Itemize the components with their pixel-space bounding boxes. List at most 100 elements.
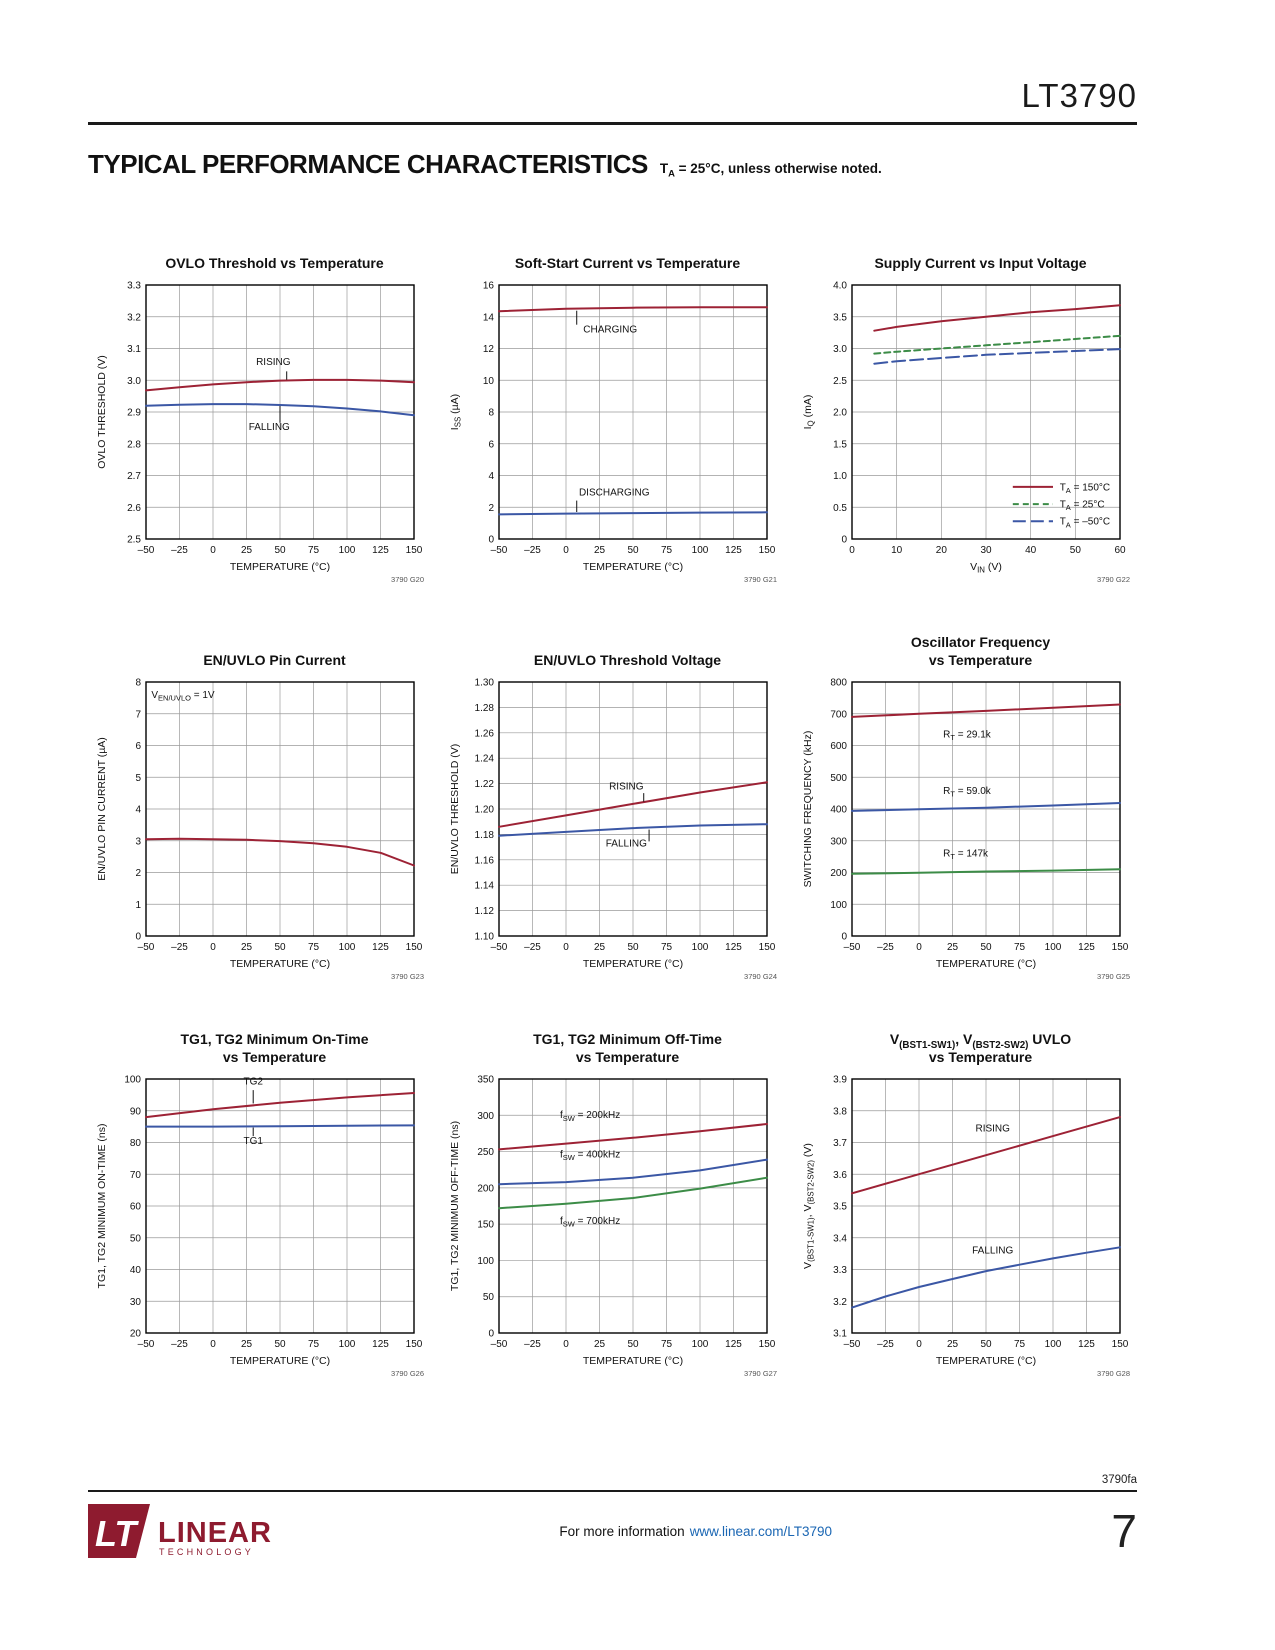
footer-link[interactable]: www.linear.com/LT3790 (689, 1523, 833, 1539)
x-tick-label: 100 (691, 1339, 708, 1350)
y-tick-label: 1.22 (474, 779, 494, 790)
x-tick-label: 0 (563, 942, 569, 953)
chart-canvas-g24: –50 –25 0 25 50 75 100 125 150 1.10 1.12 1.14 1.16 1.… (449, 678, 777, 982)
y-tick-label: 350 (477, 1075, 494, 1086)
footer-info: For more information www.linear.com/LT379… (280, 1524, 1111, 1539)
x-axis-label: TEMPERATURE (°C) (582, 1355, 682, 1367)
x-tick-label: 25 (240, 942, 252, 953)
chart-title: Supply Current vs Input Voltage (874, 255, 1087, 272)
y-tick-label: 100 (477, 1256, 494, 1267)
series-ta-50-c (872, 348, 1121, 365)
y-tick-label: 3 (135, 837, 141, 848)
y-tick-label: 0.5 (833, 503, 847, 514)
x-tick-label: 30 (980, 545, 992, 556)
series-rt-59-0k (850, 802, 1121, 813)
x-tick-label: 100 (1044, 1339, 1061, 1350)
y-tick-label: 2.7 (127, 471, 141, 482)
series-rising (144, 379, 415, 392)
page-number: 7 (1111, 1505, 1137, 1557)
y-tick-label: 3.2 (833, 1297, 847, 1308)
x-tick-label: 25 (593, 942, 605, 953)
x-tick-label: 150 (405, 942, 422, 953)
x-tick-label: 50 (1069, 545, 1081, 556)
x-tick-label: 125 (725, 545, 742, 556)
y-tick-label: 3.8 (833, 1107, 847, 1118)
y-tick-label: 10 (482, 376, 494, 387)
x-tick-label: 100 (691, 942, 708, 953)
series-rising (850, 1116, 1121, 1195)
y-tick-label: 250 (477, 1147, 494, 1158)
y-tick-label: 700 (830, 710, 847, 721)
doc-revision: 3790fa (1101, 1474, 1137, 1486)
chart-ref: 3790 G26 (391, 1369, 424, 1378)
y-axis-label: SWITCHING FREQUENCY (kHz) (802, 731, 814, 888)
x-tick-label: 150 (758, 545, 775, 556)
x-tick-label: 100 (338, 942, 355, 953)
series-discharging (497, 511, 768, 516)
annotation-label: fSW = 200kHz (560, 1110, 620, 1123)
x-tick-label: 50 (274, 1339, 286, 1350)
x-tick-label: 25 (593, 1339, 605, 1350)
y-tick-label: 6 (488, 440, 494, 451)
x-tick-label: 25 (240, 1339, 252, 1350)
x-tick-label: 50 (627, 545, 639, 556)
x-tick-label: –50 (490, 942, 507, 953)
y-tick-label: 2 (135, 868, 141, 879)
series-tg2 (144, 1092, 415, 1119)
y-tick-label: 3.4 (833, 1234, 847, 1245)
logo-flag (88, 1504, 150, 1558)
x-axis-label: TEMPERATURE (°C) (229, 1355, 329, 1367)
x-tick-label: –50 (490, 545, 507, 556)
x-tick-label: 50 (274, 942, 286, 953)
x-tick-label: 0 (916, 1339, 922, 1350)
y-tick-label: 8 (488, 408, 494, 419)
x-tick-label: 75 (660, 1339, 672, 1350)
x-axis-label: TEMPERATURE (°C) (582, 958, 682, 970)
x-tick-label: 75 (660, 545, 672, 556)
y-axis-label: IQ (mA) (802, 395, 816, 430)
chart-title: Oscillator Frequency vs Temperature (910, 633, 1051, 669)
x-tick-label: 150 (1111, 942, 1128, 953)
y-tick-label: 2.5 (127, 535, 141, 546)
x-tick-label: 150 (405, 545, 422, 556)
y-tick-label: 150 (477, 1220, 494, 1231)
x-tick-label: 50 (980, 942, 992, 953)
x-tick-label: –25 (171, 942, 188, 953)
x-tick-label: 20 (935, 545, 947, 556)
x-tick-label: 75 (1013, 1339, 1025, 1350)
y-tick-label: 300 (477, 1111, 494, 1122)
x-tick-label: 50 (980, 1339, 992, 1350)
y-tick-label: 0 (841, 535, 847, 546)
x-tick-label: –25 (524, 545, 541, 556)
chart-g27: TG1, TG2 Minimum Off-Time vs Temperature –… (441, 1026, 784, 1379)
x-tick-label: 10 (891, 545, 903, 556)
y-tick-label: 50 (482, 1293, 494, 1304)
page-footer: 3790fa LT LINEAR TECHNOLOGY For more inf… (88, 1474, 1137, 1650)
annotation-label: RT = 29.1k (943, 730, 992, 743)
x-axis-label: TEMPERATURE (°C) (935, 958, 1035, 970)
annotation-label: FALLING (972, 1246, 1013, 1257)
chart-ref: 3790 G27 (744, 1369, 777, 1378)
section-heading: TYPICAL PERFORMANCE CHARACTERISTICS TA = … (88, 149, 1137, 180)
x-tick-label: 100 (338, 545, 355, 556)
chart-canvas-g21: –50 –25 0 25 50 75 100 125 150 0 2 4 6 8 10 12 14 16 TEMPE… (449, 281, 777, 585)
series-rising (497, 781, 768, 829)
y-tick-label: 1.20 (474, 805, 494, 816)
series-ta-150-c (872, 304, 1121, 332)
y-tick-label: 4 (488, 471, 494, 482)
x-tick-label: –50 (137, 1339, 154, 1350)
series-fsw-400khz (497, 1158, 768, 1186)
x-tick-label: 100 (338, 1339, 355, 1350)
y-tick-label: 800 (830, 678, 847, 689)
legend-label: TA = 150°C (1059, 483, 1109, 496)
x-tick-label: –50 (137, 545, 154, 556)
annotation-label: DISCHARGING (578, 488, 649, 499)
x-tick-label: –25 (171, 545, 188, 556)
x-tick-label: 75 (1013, 942, 1025, 953)
chart-canvas-g20: –50 –25 0 25 50 75 100 125 150 2.5 2.6 2.7 2.8 2.9 3.0… (96, 281, 424, 585)
y-tick-label: 2 (488, 503, 494, 514)
series-falling (497, 823, 768, 837)
x-tick-label: 25 (240, 545, 252, 556)
chart-g25: Oscillator Frequency vs Temperature –50 –25… (794, 629, 1137, 982)
y-tick-label: 300 (830, 837, 847, 848)
